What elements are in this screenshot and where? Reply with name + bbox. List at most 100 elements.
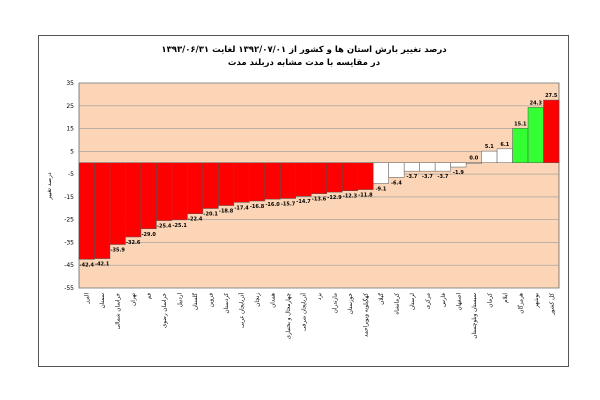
- y-axis-label: درصد تغییر: [46, 172, 53, 201]
- precipitation-change-chart: درصد تغییر بارش استان ها و کشور از ۱۳۹۲/…: [46, 45, 560, 339]
- bar: [218, 162, 235, 206]
- x-tick-label: همدان: [271, 293, 277, 308]
- bar: [202, 162, 219, 209]
- data-label: -25.1: [172, 223, 187, 229]
- data-label: 0.0: [469, 156, 478, 162]
- bar: [543, 99, 560, 163]
- bar: [372, 162, 389, 184]
- y-tick-label: -15: [64, 194, 74, 201]
- x-tick-label: خراسان شمالی: [116, 292, 122, 329]
- y-axis-ticks: 35 25 15 5 -5 -15 -25 -35 -45 -55: [64, 80, 74, 292]
- value-labels: -42.4 -42.1 -35.9-32.6-29.0-25.4 -25.1-22.4…: [80, 93, 558, 268]
- data-label: -3.7: [422, 174, 433, 180]
- bar: [450, 162, 467, 168]
- bar: [249, 162, 266, 202]
- bar: [78, 162, 95, 260]
- data-label: -20.1: [203, 212, 218, 218]
- y-tick-label: -45: [64, 262, 74, 269]
- bar: [171, 162, 188, 221]
- data-label: -13.6: [312, 197, 327, 203]
- category-labels: البرز سمنان خراسان شمالی تهران قم خراسان رضوی…: [85, 292, 556, 339]
- data-label: -25.4: [157, 224, 172, 230]
- data-label: -14.7: [296, 199, 311, 205]
- chart-title: درصد تغییر بارش استان ها و کشور از ۱۳۹۲/…: [161, 45, 447, 55]
- data-label: -9.1: [375, 186, 386, 192]
- x-tick-label: تهران: [131, 293, 137, 306]
- data-label: -35.9: [110, 247, 125, 253]
- x-tick-label: قزوین: [209, 293, 215, 308]
- x-tick-label: لرستان: [410, 293, 416, 310]
- x-tick-label: گیلان: [377, 293, 385, 305]
- bar: [295, 162, 312, 197]
- y-tick-label: 25: [66, 103, 74, 110]
- x-tick-label: مازندران: [332, 293, 338, 313]
- x-tick-label: یزد: [317, 293, 323, 301]
- data-label: -3.7: [437, 174, 448, 180]
- x-tick-label: سیستان وبلوچستان: [472, 293, 478, 339]
- x-tick-label: بوشهر: [534, 293, 540, 309]
- data-label: -3.7: [406, 174, 417, 180]
- y-tick-label: 15: [66, 126, 74, 133]
- x-tick-label: کل کشور: [548, 293, 555, 316]
- bar: [311, 162, 327, 194]
- bar: [512, 128, 529, 163]
- y-tick-label: 35: [66, 80, 74, 87]
- x-tick-label: اردبیل: [178, 293, 184, 308]
- x-tick-label: کردستان: [223, 293, 230, 314]
- y-tick-label: -25: [64, 217, 74, 224]
- y-tick-label: -55: [64, 285, 74, 292]
- bar: [527, 107, 544, 163]
- y-tick-label: 5: [70, 148, 74, 155]
- data-label: 6.1: [500, 142, 509, 148]
- data-label: 24.3: [530, 100, 543, 106]
- bar: [109, 162, 126, 245]
- bar: [465, 162, 482, 164]
- bar: [357, 162, 374, 190]
- bar: [481, 150, 498, 163]
- x-tick-label: مرکزی: [424, 293, 431, 309]
- bar: [280, 162, 297, 199]
- bars: [78, 99, 560, 260]
- data-label: -15.7: [281, 201, 296, 207]
- bar: [187, 162, 204, 214]
- bar: [434, 162, 451, 172]
- x-tick-label: اصفهان: [456, 293, 462, 311]
- y-tick-label: -5: [68, 171, 74, 178]
- bar: [326, 162, 343, 193]
- x-tick-label: البرز: [85, 293, 91, 305]
- data-label: -16.8: [250, 204, 265, 210]
- x-tick-label: آذربایجان غربی: [239, 293, 246, 328]
- y-tick-label: -35: [64, 239, 74, 246]
- x-tick-label: قم: [147, 293, 153, 300]
- x-tick-label: زنجان: [255, 293, 261, 307]
- bar: [125, 162, 142, 238]
- chart-subtitle: در مقایسه با مدت مشابه دربلند مدت: [228, 58, 381, 68]
- bar: [403, 162, 420, 172]
- data-label: -42.4: [80, 262, 95, 268]
- data-label: 15.1: [514, 121, 527, 127]
- data-label: -12.3: [343, 194, 358, 200]
- data-label: -42.1: [95, 262, 110, 268]
- x-tick-label: سمنان: [100, 293, 106, 309]
- data-label: -11.8: [358, 193, 373, 199]
- data-label: -22.4: [188, 217, 203, 223]
- x-tick-label: کرمانشاه: [393, 293, 400, 315]
- x-tick-label: فارس: [441, 293, 447, 307]
- x-tick-label: گلستان: [191, 293, 199, 310]
- x-tick-label: کرمان: [486, 293, 493, 308]
- data-label: -16.0: [265, 202, 280, 208]
- data-label: -6.4: [391, 180, 402, 186]
- bar: [419, 162, 436, 172]
- x-tick-label: آذربایجان شرقی: [301, 293, 308, 331]
- x-tick-label: چهارمحال و بختیاری: [286, 292, 292, 339]
- data-label: -32.6: [126, 240, 141, 246]
- bar: [496, 148, 513, 163]
- bar: [264, 162, 281, 200]
- data-label: -17.4: [234, 205, 249, 211]
- x-tick-label: کهگیلویه وبویراحمد: [361, 293, 369, 337]
- grid-lines: [79, 82, 559, 289]
- x-tick-label: خراسان رضوی: [162, 292, 168, 328]
- data-label: -29.0: [141, 232, 156, 238]
- data-label: -18.8: [219, 209, 234, 215]
- bar: [233, 162, 250, 203]
